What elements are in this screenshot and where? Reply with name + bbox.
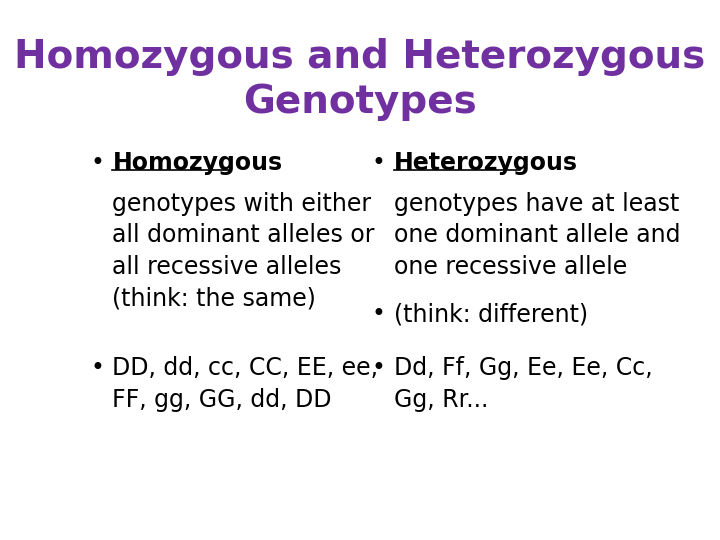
Text: •: • — [90, 356, 104, 380]
Text: Homozygous and Heterozygous
Genotypes: Homozygous and Heterozygous Genotypes — [14, 38, 706, 122]
Text: •: • — [90, 151, 104, 175]
Text: Heterozygous: Heterozygous — [394, 151, 578, 175]
Text: genotypes have at least
one dominant allele and
one recessive allele: genotypes have at least one dominant all… — [394, 192, 680, 279]
Text: Homozygous: Homozygous — [112, 151, 282, 175]
Text: •: • — [372, 356, 386, 380]
Text: (think: different): (think: different) — [394, 302, 588, 326]
Text: Dd, Ff, Gg, Ee, Ee, Cc,
Gg, Rr...: Dd, Ff, Gg, Ee, Ee, Cc, Gg, Rr... — [394, 356, 652, 412]
Text: •: • — [372, 151, 386, 175]
Text: genotypes with either
all dominant alleles or
all recessive alleles
(think: the : genotypes with either all dominant allel… — [112, 192, 375, 310]
Text: DD, dd, cc, CC, EE, ee,
FF, gg, GG, dd, DD: DD, dd, cc, CC, EE, ee, FF, gg, GG, dd, … — [112, 356, 379, 412]
Text: •: • — [372, 302, 386, 326]
